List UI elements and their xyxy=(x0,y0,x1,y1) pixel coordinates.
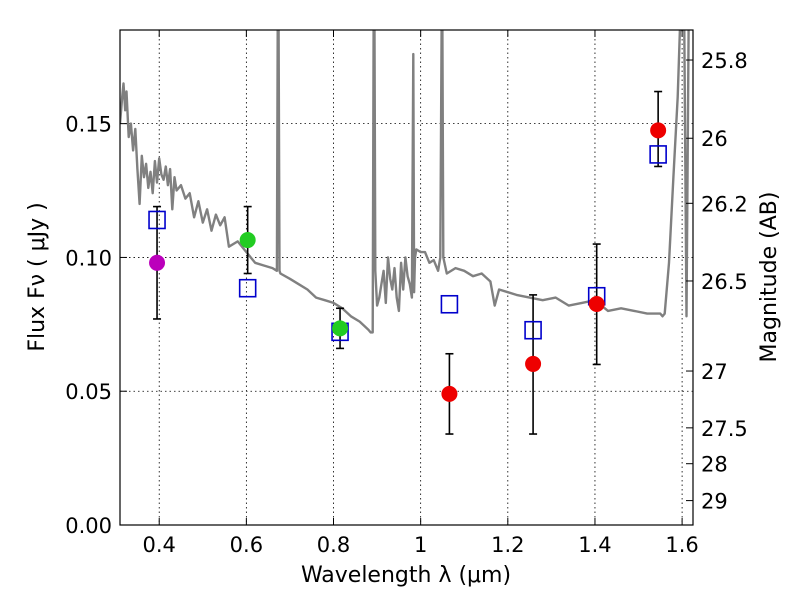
x-tick-label: 1 xyxy=(414,533,427,557)
y-axis-ticks: 0.00 0.05 0.10 0.15 xyxy=(65,113,127,538)
right-tick-label: 27.5 xyxy=(701,417,748,441)
model-point xyxy=(148,210,166,230)
right-tick-label: 26.5 xyxy=(701,270,748,294)
measured-points xyxy=(149,122,667,402)
x-tick-label: 0.6 xyxy=(230,533,263,557)
measured-point xyxy=(239,232,256,249)
x-tick-label: 1.6 xyxy=(665,533,698,557)
x-tick-label: 0.8 xyxy=(317,533,350,557)
right-tick-label: 25.8 xyxy=(701,49,748,73)
right-tick-label: 28 xyxy=(701,453,728,477)
x-axis-ticks: 0.4 0.6 0.8 1 1.2 1.4 1.6 xyxy=(143,30,699,557)
measured-point xyxy=(149,254,166,271)
model-point xyxy=(238,278,257,298)
model-point xyxy=(524,320,542,340)
right-tick-label: 29 xyxy=(701,490,728,514)
x-axis-label: Wavelength λ (μm) xyxy=(301,563,511,588)
model-spectrum-layer xyxy=(120,30,690,334)
y-tick-label: 0.05 xyxy=(65,380,112,404)
y-tick-label: 0.10 xyxy=(65,246,112,270)
x-tick-label: 0.4 xyxy=(143,533,176,557)
right-axis-label: Magnitude (AB) xyxy=(757,192,782,363)
right-tick-label: 26.2 xyxy=(701,192,748,216)
right-tick-label: 26 xyxy=(701,127,728,151)
y-axis-label: Flux Fν ( μJy ) xyxy=(25,202,50,351)
measured-point xyxy=(525,355,542,372)
measured-point xyxy=(332,320,349,337)
model-points xyxy=(148,145,667,342)
model-point xyxy=(649,145,667,164)
model-point xyxy=(440,294,459,314)
plot-frame xyxy=(119,29,694,526)
grid-lines xyxy=(120,30,693,526)
y-tick-label: 0.00 xyxy=(65,514,112,538)
x-tick-label: 1.2 xyxy=(491,533,524,557)
model-spectrum-line xyxy=(120,30,690,334)
measured-point xyxy=(650,122,667,139)
y-tick-label: 0.15 xyxy=(65,113,112,137)
right-axis-ticks: 25.8 26 26.2 26.5 27 27.5 28 29 xyxy=(686,49,748,514)
right-tick-label: 27 xyxy=(701,360,728,384)
measured-point xyxy=(441,385,458,402)
measured-point xyxy=(588,295,605,312)
x-tick-label: 1.4 xyxy=(578,533,611,557)
